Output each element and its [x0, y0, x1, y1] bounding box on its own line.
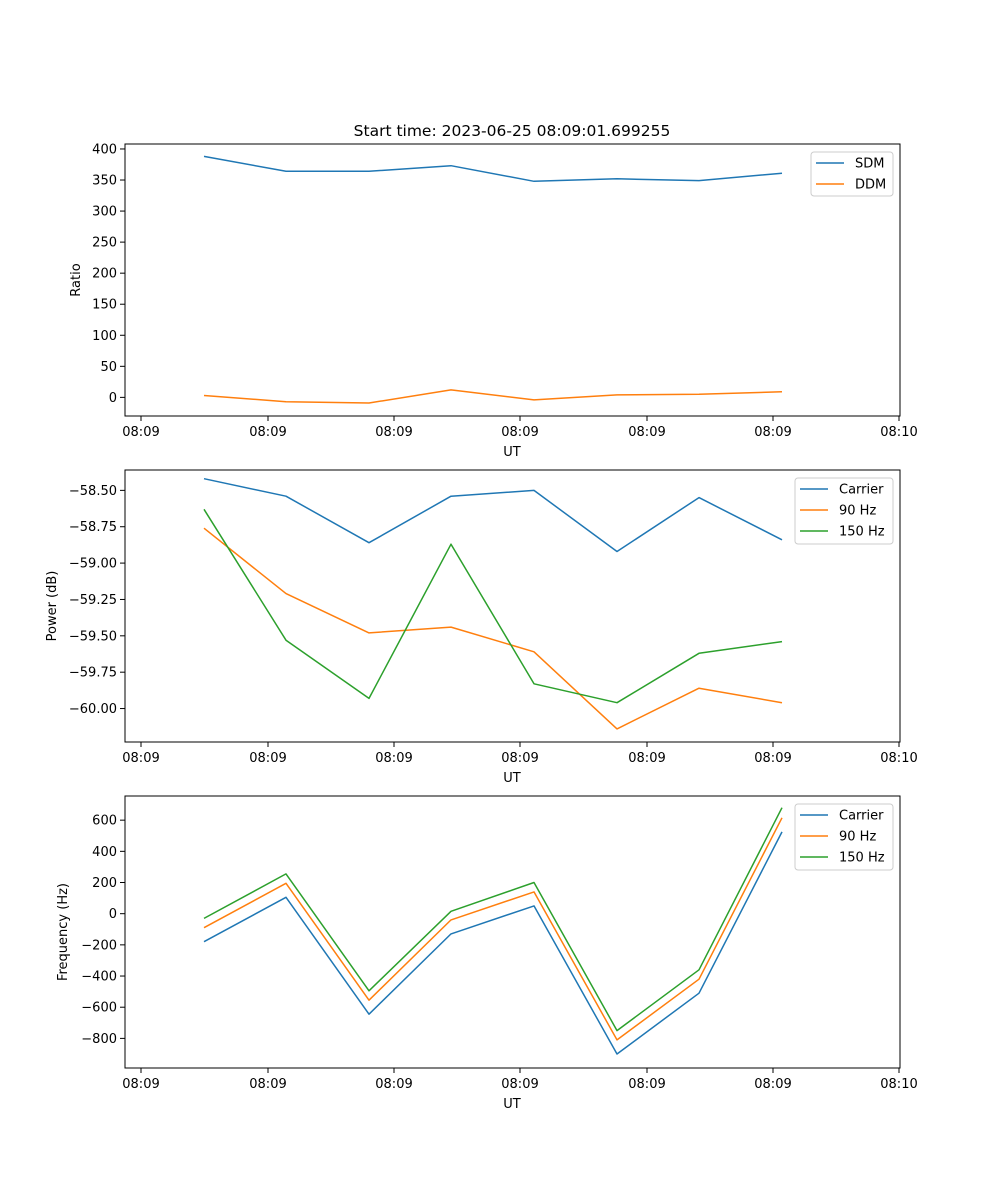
x-tick-label: 08:09: [628, 751, 665, 766]
legend: SDM DDM: [810, 151, 894, 197]
series-line-150-hz: [203, 508, 783, 704]
x-tick-label: 08:09: [122, 751, 159, 766]
legend: Carrier 90 Hz 150 Hz: [794, 803, 894, 871]
y-tick-label: −58.50: [69, 484, 117, 499]
y-tick-label: 400: [92, 845, 117, 860]
y-tick-label: 200: [92, 267, 117, 282]
y-tick-label: −600: [81, 1001, 117, 1016]
y-tick-label: 0: [109, 391, 117, 406]
series-line-ddm: [203, 389, 783, 404]
legend-box: [794, 477, 894, 545]
legend-label: DDM: [855, 178, 886, 193]
x-tick-label: 08:09: [122, 1077, 159, 1092]
legend-label: Carrier: [839, 483, 884, 498]
y-axis-label: Ratio: [69, 263, 84, 296]
x-tick-label: 08:09: [501, 1077, 538, 1092]
x-tick-label: 08:09: [249, 1077, 286, 1092]
y-tick-label: −60.00: [69, 702, 117, 717]
y-tick-label: 200: [92, 876, 117, 891]
y-tick-label: 350: [92, 174, 117, 189]
y-tick-label: 100: [92, 329, 117, 344]
y-tick-label: −800: [81, 1032, 117, 1047]
legend-label: 90 Hz: [839, 830, 876, 845]
plot-frame: [124, 469, 901, 743]
chart-title: Start time: 2023-06-25 08:09:01.699255: [354, 122, 671, 140]
x-axis-label: UT: [503, 445, 521, 460]
x-tick-label: 08:10: [880, 1077, 917, 1092]
legend: Carrier 90 Hz 150 Hz: [794, 477, 894, 545]
y-tick-label: −58.75: [69, 520, 117, 535]
y-tick-label: 600: [92, 814, 117, 829]
x-tick-label: 08:09: [375, 751, 412, 766]
y-tick-label: −59.25: [69, 593, 117, 608]
x-tick-label: 08:09: [375, 425, 412, 440]
series-line-90-hz: [203, 817, 783, 1041]
y-axis-label: Power (dB): [45, 571, 60, 642]
y-tick-label: 0: [109, 907, 117, 922]
x-tick-label: 08:09: [501, 751, 538, 766]
x-tick-label: 08:09: [628, 425, 665, 440]
legend-label: Carrier: [839, 809, 884, 824]
plot-frame: [124, 143, 901, 417]
series-line-90-hz: [203, 527, 783, 730]
y-tick-label: −59.50: [69, 629, 117, 644]
series-line-150-hz: [203, 807, 783, 1032]
x-tick-label: 08:10: [880, 751, 917, 766]
y-tick-label: −59.00: [69, 557, 117, 572]
y-tick-label: 250: [92, 236, 117, 251]
x-axis-label: UT: [503, 1097, 521, 1112]
x-tick-label: 08:09: [249, 751, 286, 766]
x-tick-label: 08:10: [880, 425, 917, 440]
y-tick-label: −200: [81, 938, 117, 953]
y-tick-label: 150: [92, 298, 117, 313]
x-tick-label: 08:09: [122, 425, 159, 440]
y-tick-label: −59.75: [69, 666, 117, 681]
y-tick-label: 50: [100, 360, 117, 375]
series-line-carrier: [203, 831, 783, 1055]
x-tick-label: 08:09: [628, 1077, 665, 1092]
chart-panel-1: Start time: 2023-06-25 08:09:01.699255 08…: [69, 122, 918, 460]
y-tick-label: 400: [92, 142, 117, 157]
legend-label: 150 Hz: [839, 851, 885, 866]
series-line-carrier: [203, 477, 783, 553]
chart-panel-2: 08:09 08:09 08:09 08:09 08:09 08:09 08:10 −60.0…: [45, 469, 918, 786]
legend-label: 150 Hz: [839, 525, 885, 540]
legend-label: 90 Hz: [839, 504, 876, 519]
x-tick-label: 08:09: [754, 1077, 791, 1092]
plot-frame: [124, 795, 901, 1069]
legend-box: [794, 803, 894, 871]
x-axis-label: UT: [503, 771, 521, 786]
x-tick-label: 08:09: [375, 1077, 412, 1092]
x-tick-label: 08:09: [754, 425, 791, 440]
x-tick-label: 08:09: [249, 425, 286, 440]
x-tick-label: 08:09: [501, 425, 538, 440]
legend-label: SDM: [855, 157, 884, 172]
y-tick-label: −400: [81, 970, 117, 985]
y-tick-label: 300: [92, 205, 117, 220]
series-line-sdm: [203, 155, 783, 183]
x-tick-label: 08:09: [754, 751, 791, 766]
chart-panel-3: 08:09 08:09 08:09 08:09 08:09 08:09 08:10 −800 −…: [56, 795, 918, 1112]
y-axis-label: Frequency (Hz): [56, 883, 71, 981]
